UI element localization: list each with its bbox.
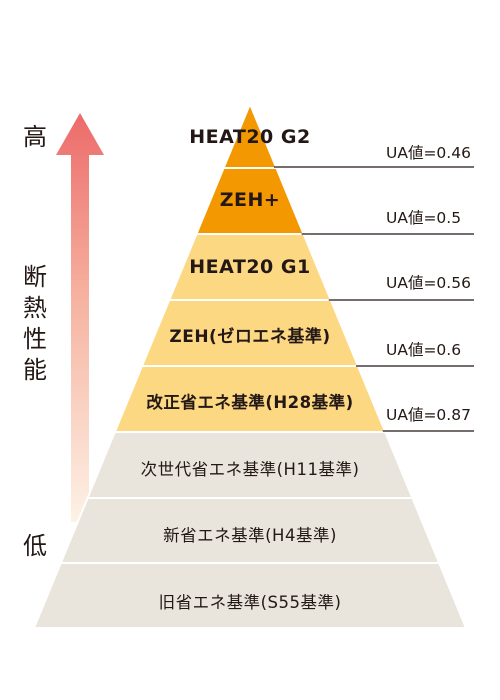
tier-label-jisedai: 次世代省エネ基準(H11基準)	[140, 460, 360, 479]
tier-label-heat20-g2: HEAT20 G2	[189, 126, 311, 148]
axis-low-label: 低	[23, 532, 47, 560]
axis-title-char: 性	[23, 325, 47, 353]
ua-value-kaisei: UA値=0.87	[386, 406, 471, 424]
pyramid-tier	[32, 562, 468, 629]
axis-title-char: 断	[23, 263, 47, 291]
tier-label-heat20-g1: HEAT20 G1	[189, 256, 311, 278]
axis-title-char: 能	[23, 356, 47, 384]
ua-value-heat20-g2: UA値=0.46	[386, 144, 471, 162]
tier-label-zeh-plus: ZEH+	[219, 189, 281, 211]
axis-title: 断 熱 性 能	[18, 262, 52, 386]
ua-value-zeh-plus: UA値=0.5	[386, 209, 462, 227]
tier-label-shin: 新省エネ基準(H4基準)	[163, 526, 337, 545]
tier-label-kaisei: 改正省エネ基準(H28基準)	[146, 393, 354, 412]
axis-high-label: 高	[23, 123, 47, 151]
tier-label-zeh: ZEH(ゼロエネ基準)	[169, 327, 331, 347]
performance-arrow	[56, 113, 104, 522]
ua-value-zeh: UA値=0.6	[386, 341, 462, 359]
axis-title-char: 熱	[23, 294, 47, 322]
tier-label-kyu: 旧省エネ基準(S55基準)	[158, 593, 342, 612]
ua-value-heat20-g1: UA値=0.56	[386, 274, 471, 292]
